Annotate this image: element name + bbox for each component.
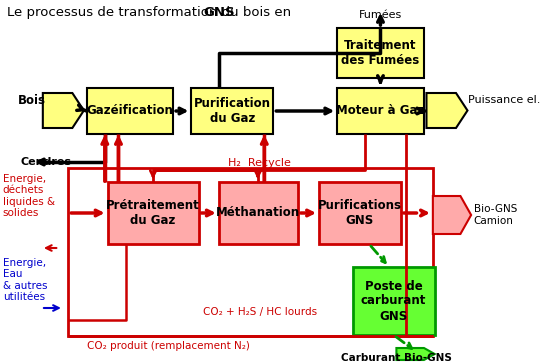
Text: Bio-GNS
Camion: Bio-GNS Camion xyxy=(474,204,517,226)
Polygon shape xyxy=(43,93,84,128)
FancyBboxPatch shape xyxy=(337,28,424,78)
Text: Gazéification: Gazéification xyxy=(87,105,173,118)
Polygon shape xyxy=(427,93,468,128)
Text: Méthanation: Méthanation xyxy=(216,207,300,220)
FancyBboxPatch shape xyxy=(353,267,435,335)
FancyBboxPatch shape xyxy=(319,182,401,244)
Text: Purification
du Gaz: Purification du Gaz xyxy=(194,97,271,125)
Text: Poste de
carburant
GNS: Poste de carburant GNS xyxy=(361,280,426,322)
Text: Traitement
des Fumées: Traitement des Fumées xyxy=(341,39,420,67)
FancyBboxPatch shape xyxy=(337,88,424,134)
Text: Carburant Bio-GNS: Carburant Bio-GNS xyxy=(341,353,452,363)
Text: Fumées: Fumées xyxy=(359,10,402,20)
Text: Moteur à Gaz: Moteur à Gaz xyxy=(336,105,425,118)
Text: H₂  Recycle: H₂ Recycle xyxy=(228,158,291,168)
Text: Purifications
GNS: Purifications GNS xyxy=(318,199,402,227)
Text: CO₂ produit (remplacement N₂): CO₂ produit (remplacement N₂) xyxy=(87,341,250,351)
FancyBboxPatch shape xyxy=(191,88,274,134)
Text: Energie,
Eau
& autres
utilitées: Energie, Eau & autres utilitées xyxy=(3,258,47,302)
Text: Cendres: Cendres xyxy=(20,157,71,167)
Polygon shape xyxy=(433,196,471,234)
Polygon shape xyxy=(396,348,435,360)
Text: Puissance el.: Puissance el. xyxy=(468,95,541,105)
Text: Prétraitement
du Gaz: Prétraitement du Gaz xyxy=(106,199,200,227)
FancyBboxPatch shape xyxy=(219,182,298,244)
Text: Le processus de transformation du bois en: Le processus de transformation du bois e… xyxy=(7,6,296,19)
FancyBboxPatch shape xyxy=(87,88,173,134)
Text: Bois: Bois xyxy=(18,94,46,106)
FancyBboxPatch shape xyxy=(107,182,199,244)
Text: CO₂ + H₂S / HC lourds: CO₂ + H₂S / HC lourds xyxy=(203,307,317,317)
Text: GNS: GNS xyxy=(204,6,235,19)
Text: Energie,
déchets
liquides &
solides: Energie, déchets liquides & solides xyxy=(3,174,55,219)
